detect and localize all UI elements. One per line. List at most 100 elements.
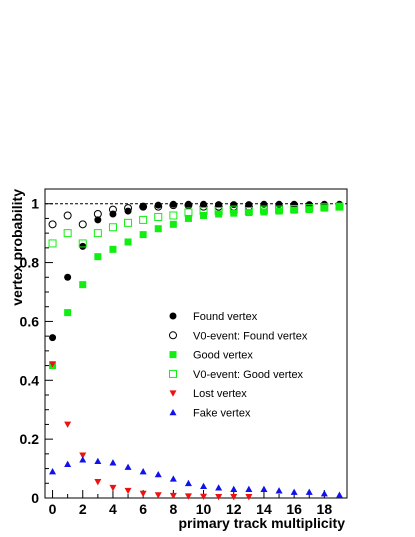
y-tick-label: 0.8	[20, 255, 40, 271]
data-point	[200, 211, 208, 219]
data-point	[244, 207, 253, 216]
data-point	[49, 361, 57, 368]
data-point	[335, 202, 344, 211]
data-point	[154, 492, 162, 499]
legend-label: Found vertex	[193, 311, 258, 323]
series-1	[48, 201, 344, 229]
data-point	[169, 492, 177, 500]
x-tick-label: 4	[109, 501, 117, 517]
x-tick-label: 6	[139, 501, 147, 517]
legend-marker	[169, 409, 177, 416]
data-point	[154, 202, 163, 211]
data-point	[139, 203, 147, 211]
data-point	[320, 490, 328, 497]
data-point	[290, 205, 299, 214]
data-point	[94, 253, 102, 261]
data-point	[139, 215, 148, 224]
data-point	[124, 218, 133, 227]
data-point	[109, 484, 117, 492]
data-point	[93, 210, 102, 219]
data-point	[184, 493, 192, 500]
data-point	[290, 488, 298, 495]
data-point	[49, 334, 57, 342]
data-point	[169, 220, 177, 228]
legend-label: V0-event: Good vertex	[193, 369, 304, 381]
data-marks	[48, 200, 344, 501]
data-point	[109, 245, 117, 253]
data-point	[305, 206, 313, 214]
series-5	[49, 456, 343, 498]
data-point	[139, 231, 147, 239]
x-tick-label: 0	[49, 501, 57, 517]
data-point	[64, 309, 72, 317]
y-tick-label: 0.4	[20, 372, 40, 388]
data-point	[169, 211, 178, 220]
x-axis-title: primary track multiplicity	[178, 515, 345, 531]
data-point	[139, 202, 148, 211]
data-point	[305, 204, 314, 213]
legend-marker	[169, 312, 177, 320]
data-point	[64, 273, 72, 281]
data-point	[64, 460, 72, 467]
data-point	[154, 212, 163, 221]
data-point	[259, 205, 268, 214]
data-point	[320, 203, 329, 212]
data-point	[215, 484, 223, 491]
data-point	[79, 281, 87, 289]
x-tick-label: 2	[79, 501, 87, 517]
data-point	[245, 485, 253, 492]
data-point	[79, 242, 87, 250]
data-point	[245, 201, 253, 209]
data-point	[79, 452, 87, 459]
data-point	[63, 229, 72, 238]
data-point	[49, 468, 57, 475]
data-point	[78, 220, 87, 229]
data-point	[199, 202, 208, 211]
x-tick-label: 16	[286, 501, 302, 517]
data-point	[124, 463, 132, 470]
data-point	[184, 214, 192, 222]
series-3	[48, 202, 344, 248]
data-point	[94, 457, 102, 465]
data-point	[139, 490, 147, 498]
y-tick-label: 1	[31, 196, 39, 212]
axes: 0 2 4 6 8 10 12 14 16 18 0 0.2 0.4 0.6 0.8 1	[20, 196, 340, 517]
data-point	[94, 216, 102, 224]
data-point	[200, 493, 208, 501]
data-point	[93, 229, 102, 238]
data-point	[229, 205, 238, 214]
data-point	[335, 491, 343, 498]
data-point	[184, 208, 193, 217]
data-point	[320, 204, 328, 212]
series-4	[49, 361, 253, 501]
data-point	[184, 479, 192, 487]
legend-marker	[169, 369, 177, 378]
data-point	[108, 223, 117, 232]
legend-label: V0-event: Found vertex	[193, 330, 308, 342]
data-point	[154, 225, 162, 233]
data-point	[169, 201, 178, 210]
data-point	[260, 208, 268, 216]
data-point	[63, 211, 72, 220]
data-point	[48, 239, 57, 248]
data-point	[215, 201, 223, 209]
data-point	[199, 207, 208, 216]
data-point	[169, 475, 177, 482]
data-point	[108, 205, 117, 214]
data-point	[305, 488, 313, 495]
x-tick-label: 8	[169, 501, 177, 517]
data-point	[94, 479, 102, 486]
y-axis-title: vertex probability	[9, 189, 25, 306]
data-point	[290, 206, 298, 214]
series-2	[49, 203, 343, 370]
data-point	[275, 205, 284, 214]
data-point	[200, 482, 208, 490]
data-point	[124, 238, 132, 246]
legend-label: Good vertex	[193, 350, 253, 362]
data-point	[214, 202, 223, 211]
x-tick-label: 12	[226, 501, 242, 517]
data-point	[260, 485, 268, 492]
data-point	[124, 204, 133, 213]
data-point	[109, 459, 117, 466]
